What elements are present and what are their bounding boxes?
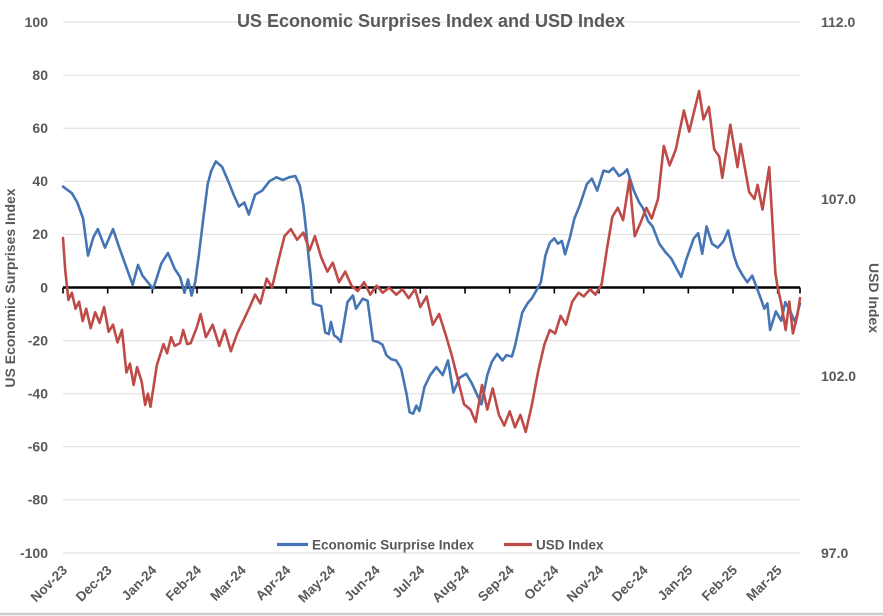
x-axis-tick-label: Aug-24 bbox=[429, 562, 472, 605]
right-axis-tick-label: 97.0 bbox=[821, 545, 848, 561]
left-axis-tick-label: -100 bbox=[20, 545, 48, 561]
right-axis-tick-label: 102.0 bbox=[821, 368, 856, 384]
left-axis-tick-label: -60 bbox=[28, 439, 48, 455]
left-axis-tick-labels: 100 80 60 40 20 0 -20 -40 -60 -80 -100 bbox=[20, 14, 48, 561]
x-axis-tick-label: Nov-23 bbox=[28, 562, 71, 605]
x-axis-tick-label: Mar-25 bbox=[743, 562, 785, 604]
x-axis-zero-line bbox=[62, 286, 801, 294]
x-axis-tick-label: May-24 bbox=[295, 562, 338, 605]
x-axis-tick-label: Jun-24 bbox=[341, 562, 383, 604]
right-axis-tick-label: 107.0 bbox=[821, 191, 856, 207]
x-axis-tick-label: Jul-24 bbox=[389, 562, 428, 601]
x-axis-tick-label: Dec-23 bbox=[73, 562, 115, 604]
chart-title: US Economic Surprises Index and USD Inde… bbox=[237, 11, 625, 31]
x-axis-tick-label: Mar-24 bbox=[207, 562, 249, 604]
series-lines bbox=[61, 89, 802, 434]
x-axis-tick-label: Dec-24 bbox=[609, 562, 651, 604]
left-axis-tick-label: -40 bbox=[28, 386, 48, 402]
x-axis-tick-label: Oct-24 bbox=[521, 562, 562, 603]
right-axis-tick-label: 112.0 bbox=[821, 14, 855, 30]
x-axis-tick-labels: Nov-23 Dec-23 Jan-24 Feb-24 Mar-24 Apr-24 May-… bbox=[28, 562, 785, 605]
legend-label-economic-surprise-index: Economic Surprise Index bbox=[312, 538, 475, 553]
left-axis-tick-label: -80 bbox=[28, 492, 48, 508]
x-axis-tick-label: Sep-24 bbox=[475, 562, 517, 604]
left-axis-title: US Economic Surprises Index bbox=[2, 188, 18, 387]
x-axis-tick-label: Nov-24 bbox=[564, 562, 607, 605]
x-axis-tick-label: Apr-24 bbox=[253, 562, 294, 603]
series-line-usd-index bbox=[61, 89, 802, 434]
right-axis-title: USD Index bbox=[866, 263, 882, 333]
legend: Economic Surprise Index USD Index bbox=[277, 538, 604, 553]
x-axis-tick-label: Jan-25 bbox=[655, 562, 696, 603]
left-axis-tick-label: 20 bbox=[32, 226, 48, 242]
left-axis-tick-label: 40 bbox=[32, 173, 48, 189]
series-line-economic-surprise-index bbox=[61, 160, 802, 415]
x-axis-tick-label: Feb-25 bbox=[699, 562, 741, 604]
left-axis-tick-label: 80 bbox=[32, 67, 48, 83]
left-axis-tick-label: 100 bbox=[25, 14, 49, 30]
x-axis-tick-label: Jan-24 bbox=[119, 562, 160, 603]
legend-label-usd-index: USD Index bbox=[536, 538, 604, 553]
x-axis-tick-label: Feb-24 bbox=[163, 562, 205, 604]
left-axis-tick-label: -20 bbox=[28, 332, 48, 348]
left-axis-tick-label: 0 bbox=[40, 279, 48, 295]
left-axis-tick-label: 60 bbox=[32, 120, 48, 136]
right-axis-tick-labels: 112.0 107.0 102.0 97.0 bbox=[821, 14, 856, 561]
